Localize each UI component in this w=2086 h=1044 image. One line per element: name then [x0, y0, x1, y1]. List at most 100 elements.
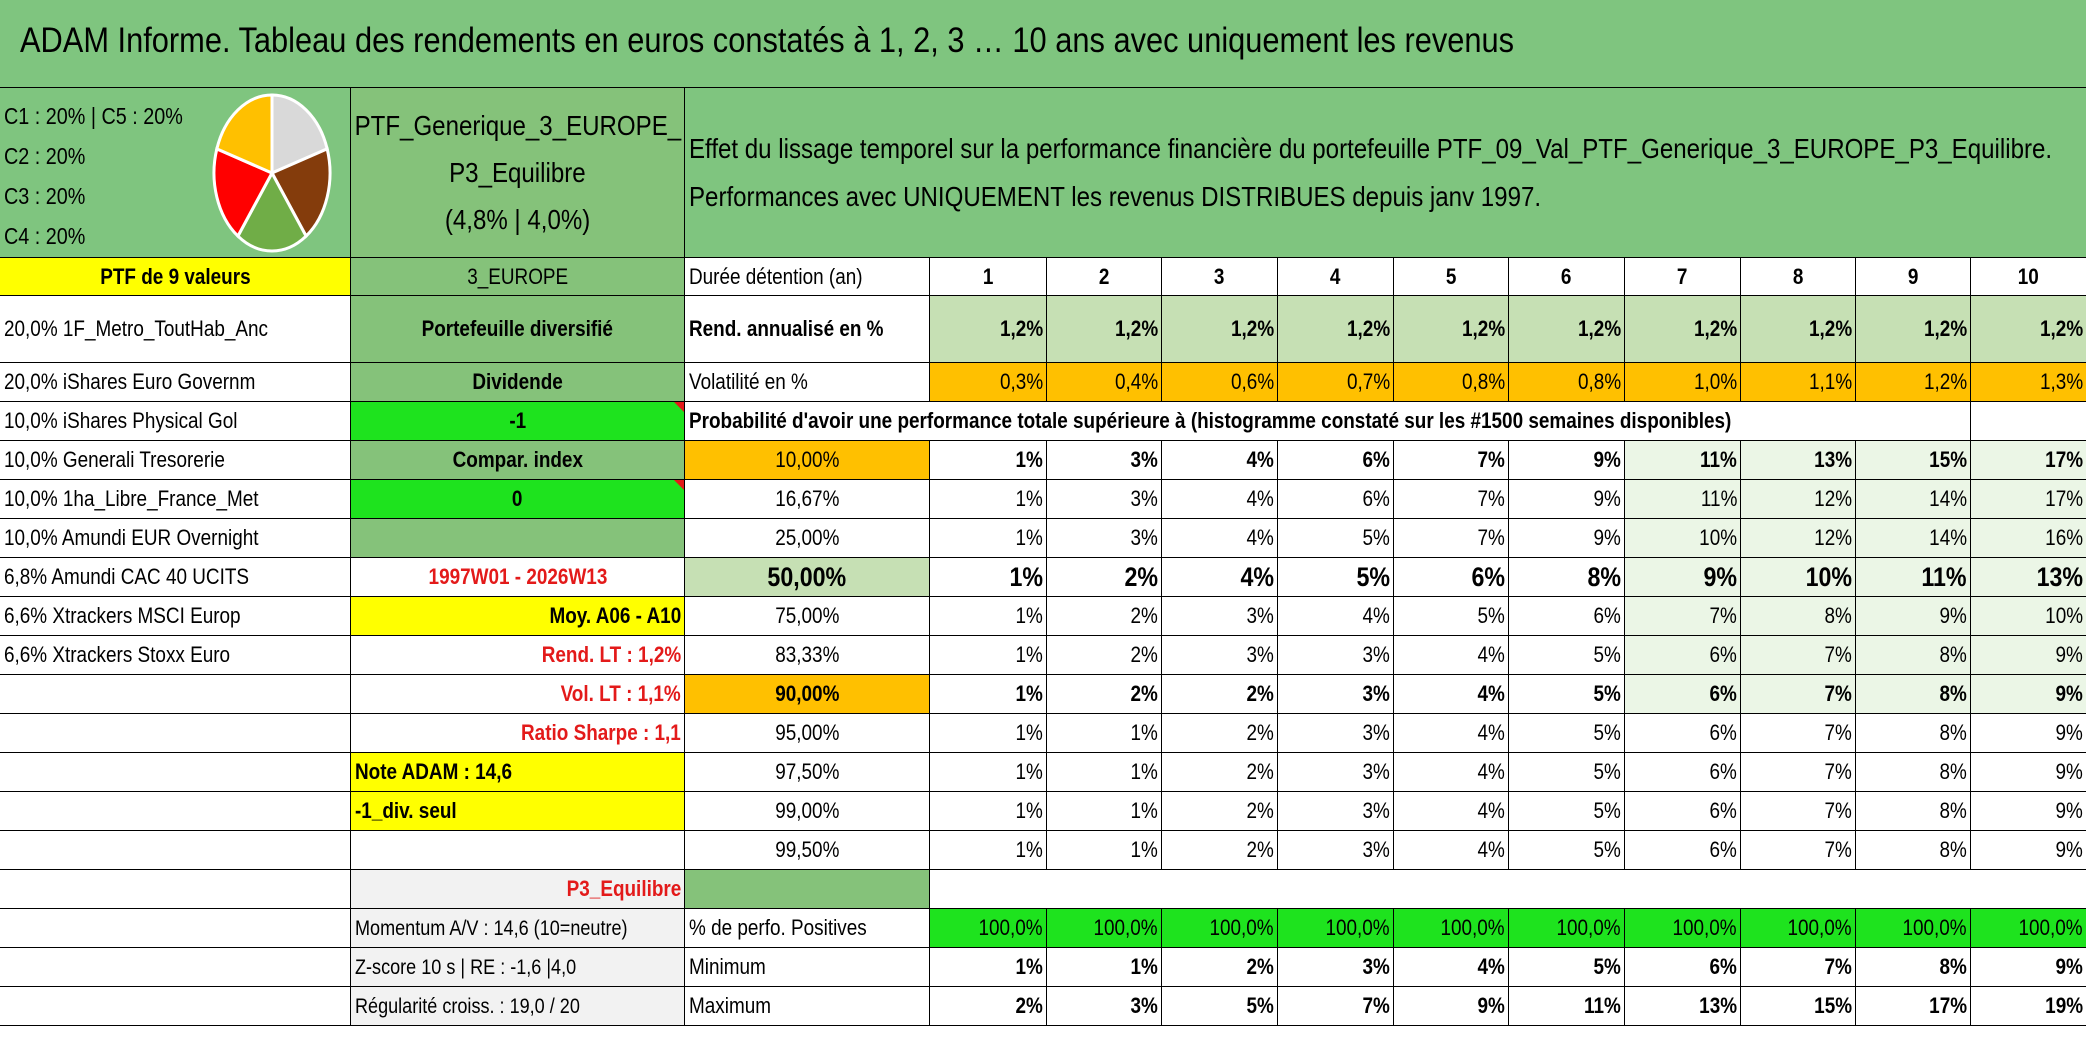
probability-value[interactable]: 4%	[1394, 714, 1509, 753]
probability-value[interactable]: 1%	[930, 480, 1047, 519]
probability-value[interactable]: 17%	[1971, 480, 2086, 519]
duration-row-value[interactable]: 4	[1278, 258, 1394, 296]
duration-row-value[interactable]: 10	[1971, 258, 2086, 296]
probability-value[interactable]: 8%	[1856, 714, 1971, 753]
probability-value[interactable]: 3%	[1278, 831, 1394, 870]
maximum-row-value[interactable]: 7%	[1278, 987, 1394, 1026]
probability-value[interactable]: 10%	[1741, 558, 1856, 597]
probability-value[interactable]: 4%	[1394, 753, 1509, 792]
maximum-row[interactable]: Maximum	[685, 987, 930, 1026]
minimum-row-value[interactable]: 2%	[1162, 948, 1278, 987]
probability-value[interactable]: 7%	[1741, 675, 1856, 714]
probability-value[interactable]: 8%	[1856, 792, 1971, 831]
probability-value[interactable]: 15%	[1856, 441, 1971, 480]
minimum-row-value[interactable]: 5%	[1509, 948, 1625, 987]
rend-row-value[interactable]: 1,2%	[1162, 296, 1278, 363]
probability-value[interactable]: 1%	[930, 753, 1047, 792]
probability-value[interactable]: 5%	[1509, 675, 1625, 714]
holding-row[interactable]: 6,8% Amundi CAC 40 UCITS	[0, 558, 351, 597]
probability-value[interactable]: 6%	[1625, 792, 1741, 831]
probability-value[interactable]: 1%	[1047, 753, 1162, 792]
probability-value[interactable]: 9%	[1625, 558, 1741, 597]
note-cell[interactable]: Note ADAM : 14,6	[351, 753, 685, 792]
probability-value[interactable]: 9%	[1509, 480, 1625, 519]
minimum-row-value[interactable]: 8%	[1856, 948, 1971, 987]
rend-row-value[interactable]: 1,2%	[1047, 296, 1162, 363]
probability-value[interactable]: 1%	[930, 558, 1047, 597]
probability-threshold[interactable]: 75,00%	[685, 597, 930, 636]
vol-row-value[interactable]: 0,4%	[1047, 363, 1162, 402]
separator-cell[interactable]	[685, 870, 930, 909]
probability-value[interactable]: 5%	[1509, 636, 1625, 675]
dividend-label-cell[interactable]: Dividende	[351, 363, 685, 402]
probability-value[interactable]: 3%	[1162, 636, 1278, 675]
probability-value[interactable]: 2%	[1047, 636, 1162, 675]
probability-value[interactable]: 3%	[1278, 636, 1394, 675]
probability-value[interactable]: 9%	[1971, 636, 2086, 675]
type-cell[interactable]: Portefeuille diversifié	[351, 296, 685, 363]
vol-row-value[interactable]: 1,2%	[1856, 363, 1971, 402]
probability-value[interactable]: 10%	[1625, 519, 1741, 558]
probability-value[interactable]: 8%	[1856, 753, 1971, 792]
probability-value[interactable]: 1%	[930, 441, 1047, 480]
probability-value[interactable]: 8%	[1856, 831, 1971, 870]
positive-row-value[interactable]: 100,0%	[1741, 909, 1856, 948]
probability-header-pad[interactable]	[1971, 402, 2086, 441]
probability-value[interactable]: 6%	[1278, 480, 1394, 519]
holding-row-empty[interactable]	[0, 948, 351, 987]
probability-value[interactable]: 1%	[930, 597, 1047, 636]
probability-value[interactable]: 6%	[1509, 597, 1625, 636]
holding-row-empty[interactable]	[0, 831, 351, 870]
rend-row-value[interactable]: 1,2%	[1971, 296, 2086, 363]
probability-value[interactable]: 6%	[1625, 636, 1741, 675]
probability-threshold[interactable]: 99,50%	[685, 831, 930, 870]
probability-value[interactable]: 2%	[1162, 675, 1278, 714]
probability-value[interactable]: 7%	[1741, 792, 1856, 831]
probability-value[interactable]: 2%	[1047, 558, 1162, 597]
probability-header[interactable]: Probabilité d'avoir une performance tota…	[685, 402, 1856, 441]
minimum-row-value[interactable]: 9%	[1971, 948, 2086, 987]
minimum-row[interactable]: Minimum	[685, 948, 930, 987]
probability-value[interactable]: 4%	[1278, 597, 1394, 636]
probability-value[interactable]: 9%	[1509, 441, 1625, 480]
zscore-cell[interactable]: Z-score 10 s | RE : -1,6 |4,0	[351, 948, 685, 987]
probability-value[interactable]: 10%	[1971, 597, 2086, 636]
vol-row-value[interactable]: 0,6%	[1162, 363, 1278, 402]
holding-row-empty[interactable]	[0, 987, 351, 1026]
probability-value[interactable]: 4%	[1394, 636, 1509, 675]
holding-row-empty[interactable]	[0, 870, 351, 909]
probability-threshold[interactable]: 25,00%	[685, 519, 930, 558]
allocation-cell[interactable]: C1 : 20% | C5 : 20% C2 : 20% C3 : 20% C4 : …	[0, 88, 351, 258]
zone-cell[interactable]: 3_EUROPE	[351, 258, 685, 296]
probability-value[interactable]: 4%	[1162, 519, 1278, 558]
probability-threshold[interactable]: 83,33%	[685, 636, 930, 675]
probability-value[interactable]: 14%	[1856, 519, 1971, 558]
probability-value[interactable]: 6%	[1625, 753, 1741, 792]
probability-value[interactable]: 8%	[1741, 597, 1856, 636]
positive-row-value[interactable]: 100,0%	[1162, 909, 1278, 948]
holding-row[interactable]: 10,0% Amundi EUR Overnight	[0, 519, 351, 558]
probability-value[interactable]: 7%	[1394, 519, 1509, 558]
rend-row-value[interactable]: 1,2%	[1394, 296, 1509, 363]
portfolio-description-cell[interactable]: Effet du lissage temporel sur la perform…	[685, 88, 2086, 258]
minimum-row-value[interactable]: 6%	[1625, 948, 1741, 987]
positive-row-value[interactable]: 100,0%	[1856, 909, 1971, 948]
probability-value[interactable]: 6%	[1394, 558, 1509, 597]
vol-row-value[interactable]: 0,8%	[1394, 363, 1509, 402]
probability-value[interactable]: 5%	[1394, 597, 1509, 636]
minimum-row-value[interactable]: 4%	[1394, 948, 1509, 987]
duration-row-value[interactable]: 7	[1625, 258, 1741, 296]
probability-value[interactable]: 9%	[1856, 597, 1971, 636]
probability-value[interactable]: 13%	[1971, 558, 2086, 597]
probability-value[interactable]: 7%	[1394, 441, 1509, 480]
holding-row-empty[interactable]	[0, 792, 351, 831]
holding-row[interactable]: 10,0% iShares Physical Gol	[0, 402, 351, 441]
profile-cell[interactable]: P3_Equilibre	[351, 870, 685, 909]
probability-value[interactable]: 5%	[1509, 831, 1625, 870]
rend-row-value[interactable]: 1,2%	[1741, 296, 1856, 363]
probability-threshold[interactable]: 10,00%	[685, 441, 930, 480]
rend-row-value[interactable]: 1,2%	[930, 296, 1047, 363]
probability-value[interactable]: 1%	[930, 636, 1047, 675]
positive-row-value[interactable]: 100,0%	[1394, 909, 1509, 948]
minimum-row-value[interactable]: 3%	[1278, 948, 1394, 987]
